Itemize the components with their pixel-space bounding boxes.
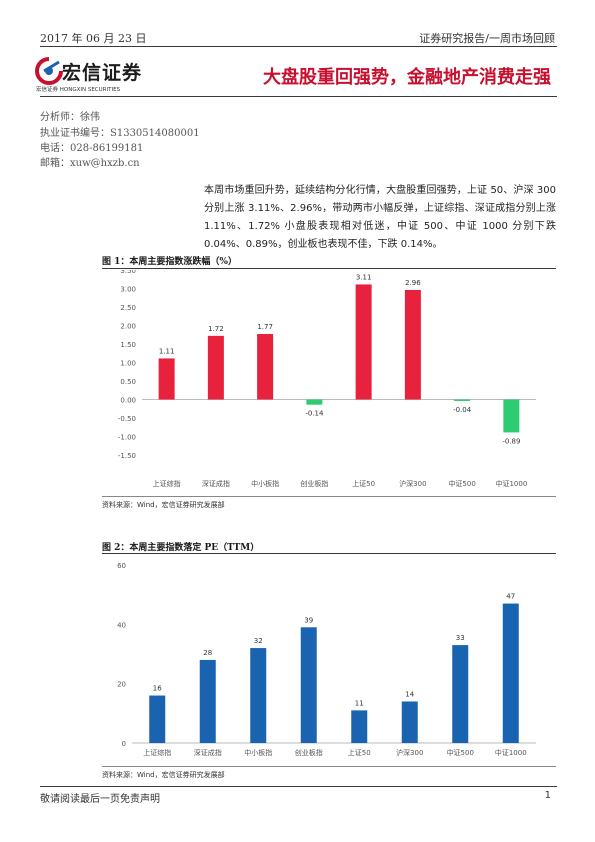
y-tick-label: -1.50 [118, 452, 136, 460]
data-label: -0.14 [305, 410, 324, 418]
bar [401, 701, 418, 743]
y-tick-label: -0.50 [118, 415, 136, 423]
y-tick-label: 2.00 [120, 323, 136, 331]
category-label: 深证成指 [202, 479, 230, 488]
category-label: 中小板指 [251, 479, 279, 488]
report-type: 证券研究报告/一周市场回顾 [419, 32, 555, 45]
analyst-license: 执业证书编号：S1330514080001 [40, 128, 200, 139]
data-label: 1.11 [159, 347, 175, 355]
analyst-phone: 电话：028-86199181 [40, 143, 144, 154]
y-tick-label: 3.50 [120, 270, 136, 275]
bar [300, 627, 317, 743]
y-tick-label: 0.50 [120, 378, 136, 386]
y-tick-label: 1.00 [120, 360, 136, 368]
bar [250, 648, 267, 743]
y-tick-label: 0 [122, 740, 126, 748]
figure1-bottom-rule [102, 496, 556, 497]
figure1-title: 图 1：本周主要指数涨跌幅（%） [102, 257, 237, 267]
y-tick-label: 3.00 [120, 286, 136, 294]
bar [257, 334, 274, 400]
logo-english: 宏信证券 HONGXIN SECURITIES [36, 87, 121, 93]
category-label: 上证综指 [153, 479, 181, 488]
bar [351, 710, 368, 743]
footer-rule [40, 786, 557, 787]
category-label: 中证1000 [495, 479, 527, 488]
data-label: -0.89 [502, 437, 520, 445]
bar [404, 289, 421, 400]
figure1-source: 资料来源：Wind，宏信证券研究发展部 [102, 501, 225, 509]
data-label: 3.11 [356, 273, 372, 281]
figure2-bottom-rule [102, 766, 556, 767]
category-label: 中证1000 [495, 748, 527, 757]
report-date: 2017 年 06 月 23 日 [40, 32, 147, 45]
category-label: 中小板指 [244, 748, 272, 757]
analyst-email: 邮箱：xuw@hxzb.cn [40, 158, 140, 169]
category-label: 创业板指 [295, 748, 323, 757]
data-label: 11 [355, 699, 364, 707]
data-label: -0.04 [453, 406, 472, 414]
page-number: 1 [544, 790, 551, 801]
bar [502, 603, 519, 743]
y-tick-label: 20 [117, 681, 126, 689]
category-label: 中证500 [447, 748, 474, 757]
data-label: 1.77 [257, 323, 273, 331]
bar [199, 659, 216, 743]
bar [149, 695, 166, 743]
title-rule [40, 96, 557, 97]
bar [158, 358, 175, 400]
page-title: 大盘股重回强势，金融地产消费走强 [263, 67, 551, 88]
data-label: 47 [506, 593, 515, 601]
header-rule [40, 46, 557, 47]
figure2-source: 资料来源：Wind，宏信证券研究发展部 [102, 771, 225, 779]
figure2-title: 图 2：本周主要指数落定 PE（TTM） [102, 543, 260, 553]
disclaimer-note: 敬请阅读最后一页免责声明 [40, 794, 160, 805]
category-label: 深证成指 [194, 748, 222, 757]
y-tick-label: -1.00 [118, 434, 136, 442]
bar [355, 284, 372, 400]
y-tick-label: 1.50 [120, 341, 136, 349]
category-label: 沪深300 [399, 479, 426, 488]
category-label: 上证50 [348, 748, 371, 757]
summary-paragraph: 本周市场重回升势，延续结构分化行情，大盘股重回强势，上证 50、沪深 300 分… [204, 185, 556, 250]
y-tick-label: 2.50 [120, 304, 136, 312]
bar [306, 399, 323, 405]
category-label: 创业板指 [300, 479, 328, 488]
bar [207, 335, 224, 400]
logo-icon [35, 57, 63, 85]
bar [503, 399, 520, 433]
category-label: 上证50 [352, 479, 375, 488]
data-label: 39 [304, 616, 313, 624]
logo-name: 宏信证券 [62, 62, 143, 84]
bar [454, 399, 471, 401]
category-label: 上证综指 [143, 748, 171, 757]
data-label: 1.72 [208, 325, 224, 333]
y-tick-label: 40 [117, 621, 126, 629]
data-label: 32 [254, 637, 263, 645]
bar [452, 645, 469, 743]
y-tick-label: 0.00 [120, 397, 136, 405]
data-label: 16 [153, 685, 162, 693]
data-label: 2.96 [405, 279, 421, 287]
data-label: 28 [203, 649, 212, 657]
data-label: 14 [405, 690, 414, 698]
change-chart: 3.50 3.00 2.50 2.00 1.50 1.00 0.50 0.00 -0.50 -1.… [118, 270, 536, 488]
data-label: 33 [456, 634, 465, 642]
pe-chart: 60 40 20 0 16 上证综指 28 深证成指 32 中小板指 39 创业板指 11 上证50 14 沪… [117, 562, 536, 757]
figure2-rule [102, 553, 556, 554]
analyst-name: 分析师：徐伟 [40, 112, 100, 123]
category-label: 沪深300 [396, 748, 423, 757]
category-label: 中证500 [448, 479, 475, 488]
figure1-rule [102, 268, 556, 269]
y-tick-label: 60 [117, 562, 126, 570]
